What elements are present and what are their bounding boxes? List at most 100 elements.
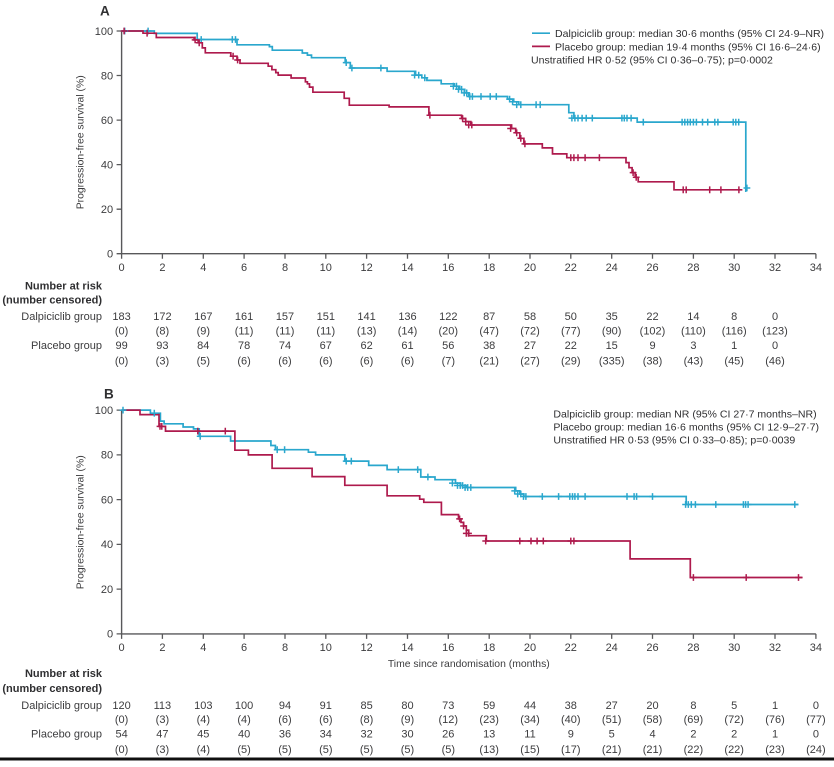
svg-text:32: 32 (360, 729, 372, 741)
svg-text:50: 50 (565, 311, 577, 323)
svg-text:8: 8 (690, 700, 696, 712)
svg-text:Placebo group: median 19·4 mon: Placebo group: median 19·4 months (95% C… (555, 41, 821, 53)
svg-text:151: 151 (317, 311, 335, 323)
svg-text:100: 100 (235, 700, 253, 712)
svg-text:(20): (20) (439, 326, 459, 338)
svg-text:(0): (0) (115, 714, 128, 726)
svg-text:0: 0 (119, 262, 125, 274)
svg-text:20: 20 (524, 262, 536, 274)
svg-text:12: 12 (360, 642, 372, 654)
svg-text:14: 14 (401, 642, 413, 654)
svg-text:A: A (100, 4, 110, 19)
svg-text:15: 15 (606, 340, 618, 352)
svg-text:26: 26 (442, 729, 454, 741)
svg-text:136: 136 (398, 311, 416, 323)
svg-text:Placebo group: median 16·6 mon: Placebo group: median 16·6 months (95% C… (553, 421, 819, 433)
svg-text:16: 16 (442, 262, 454, 274)
svg-text:54: 54 (115, 729, 127, 741)
svg-text:183: 183 (112, 311, 130, 323)
svg-text:(number censored): (number censored) (2, 294, 102, 306)
svg-text:161: 161 (235, 311, 253, 323)
svg-text:12: 12 (360, 262, 372, 274)
svg-text:60: 60 (101, 494, 113, 506)
svg-text:(0): (0) (115, 744, 128, 756)
svg-text:(4): (4) (197, 714, 210, 726)
svg-text:67: 67 (320, 340, 332, 352)
svg-text:Progression-free survival (%): Progression-free survival (%) (76, 455, 87, 589)
svg-text:22: 22 (565, 262, 577, 274)
svg-text:80: 80 (101, 70, 113, 82)
svg-text:(6): (6) (278, 714, 291, 726)
svg-text:(335): (335) (599, 356, 625, 368)
svg-text:(24): (24) (806, 744, 826, 756)
svg-text:20: 20 (101, 584, 113, 596)
svg-text:80: 80 (101, 450, 113, 462)
svg-text:84: 84 (197, 340, 209, 352)
svg-text:27: 27 (524, 340, 536, 352)
svg-text:(17): (17) (561, 744, 581, 756)
svg-text:0: 0 (813, 700, 819, 712)
svg-text:(5): (5) (319, 744, 332, 756)
svg-text:4: 4 (200, 262, 206, 274)
svg-text:(45): (45) (724, 356, 744, 368)
svg-text:34: 34 (810, 642, 822, 654)
svg-text:Unstratified HR 0·52 (95% CI 0: Unstratified HR 0·52 (95% CI 0·36–0·75);… (531, 55, 773, 67)
svg-text:47: 47 (156, 729, 168, 741)
svg-text:26: 26 (646, 642, 658, 654)
svg-text:14: 14 (401, 262, 413, 274)
svg-text:8: 8 (282, 642, 288, 654)
svg-text:(5): (5) (278, 744, 291, 756)
svg-text:(22): (22) (684, 744, 704, 756)
svg-text:(0): (0) (115, 326, 128, 338)
svg-text:20: 20 (646, 700, 658, 712)
svg-text:99: 99 (115, 340, 127, 352)
svg-text:(4): (4) (237, 714, 250, 726)
svg-text:100: 100 (95, 26, 113, 38)
svg-text:Number at risk: Number at risk (25, 281, 103, 293)
svg-text:(8): (8) (360, 714, 373, 726)
svg-text:0: 0 (119, 642, 125, 654)
svg-text:(116): (116) (722, 326, 747, 338)
svg-text:(29): (29) (561, 356, 581, 368)
svg-text:(77): (77) (806, 714, 826, 726)
svg-text:(number censored): (number censored) (2, 683, 102, 695)
svg-text:3: 3 (690, 340, 696, 352)
svg-text:(6): (6) (278, 356, 291, 368)
svg-text:(102): (102) (640, 326, 666, 338)
svg-text:22: 22 (646, 311, 658, 323)
svg-text:18: 18 (483, 642, 495, 654)
svg-text:(34): (34) (520, 714, 540, 726)
svg-text:(77): (77) (561, 326, 581, 338)
svg-text:30: 30 (728, 642, 740, 654)
svg-text:34: 34 (810, 262, 822, 274)
svg-text:22: 22 (565, 340, 577, 352)
svg-text:38: 38 (483, 340, 495, 352)
svg-text:Dalpiciclib group: Dalpiciclib group (21, 311, 102, 323)
svg-text:(15): (15) (520, 744, 540, 756)
svg-text:61: 61 (401, 340, 413, 352)
svg-text:(58): (58) (643, 714, 663, 726)
svg-text:8: 8 (282, 262, 288, 274)
svg-text:2: 2 (159, 642, 165, 654)
svg-text:6: 6 (241, 642, 247, 654)
svg-text:30: 30 (728, 262, 740, 274)
svg-text:Progression-free survival (%): Progression-free survival (%) (76, 75, 87, 209)
svg-text:78: 78 (238, 340, 250, 352)
svg-text:30: 30 (401, 729, 413, 741)
svg-text:Time since randomisation (mont: Time since randomisation (months) (388, 659, 550, 670)
svg-text:(5): (5) (237, 744, 250, 756)
svg-text:(3): (3) (156, 714, 169, 726)
svg-text:(40): (40) (561, 714, 581, 726)
svg-text:0: 0 (107, 629, 113, 641)
svg-text:B: B (104, 387, 114, 402)
svg-text:(23): (23) (765, 744, 785, 756)
svg-text:(8): (8) (156, 326, 169, 338)
svg-text:(3): (3) (156, 744, 169, 756)
svg-text:62: 62 (360, 340, 372, 352)
svg-text:Placebo group: Placebo group (31, 729, 102, 741)
svg-text:2: 2 (731, 729, 737, 741)
svg-text:(11): (11) (276, 326, 295, 338)
svg-text:80: 80 (401, 700, 413, 712)
svg-text:Dalpiciclib group: Dalpiciclib group (21, 700, 102, 712)
svg-text:73: 73 (442, 700, 454, 712)
